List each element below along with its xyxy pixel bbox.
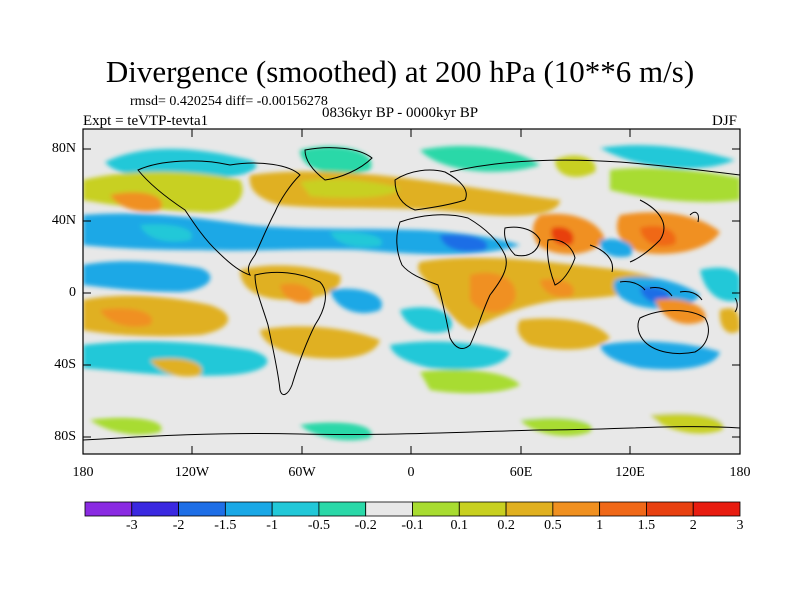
colorbar-swatch [318,501,367,517]
coastlines [83,147,740,441]
colorbar-swatch [505,501,554,517]
colorbar-label: 0.2 [497,518,515,533]
lon-tick-label: 60W [288,465,316,480]
season-label: DJF [712,113,738,129]
colorbar-swatch [458,501,507,517]
colorbar-label: -0.2 [354,518,377,533]
lon-tick-label: 120W [174,465,210,480]
period-label: 0836kyr BP - 0000kyr BP [322,105,479,121]
colorbar-label: 2 [689,518,697,533]
colorbar-label: -0.5 [307,518,330,533]
lon-tick-label: 60E [509,465,533,480]
colorbar-swatch [412,501,460,517]
field-layer [83,145,740,441]
colorbar-swatch [271,501,320,517]
colorbar-label: 1 [596,518,604,533]
colorbar-swatch [646,501,694,517]
colorbar-label: -0.1 [401,518,424,533]
colorbar-label: -2 [172,518,185,533]
colorbar-label: -1.5 [214,518,237,533]
colorbar-label: 0.1 [450,518,469,533]
lat-tick-label: 80N [51,141,76,156]
colorbar-swatch [552,501,601,517]
colorbar-label: 0.5 [544,518,562,533]
lat-tick-label: 40S [54,357,76,372]
lat-tick-label: 40N [51,213,76,228]
stats-label: rmsd= 0.420254 diff= -0.00156278 [130,94,328,109]
lat-tick-label: 0 [69,285,76,300]
colorbar-swatch [224,501,273,517]
colorbar-label: -3 [125,518,138,533]
colorbar-label: 3 [736,518,744,533]
lon-tick-label: 180 [72,465,94,480]
colorbar-swatch [131,501,179,517]
lat-tick-label: 80S [54,429,76,444]
colorbar-swatch [692,501,741,517]
colorbar-label: -1 [266,518,278,533]
colorbar-swatch [84,501,133,517]
axis-ticks [83,129,740,454]
colorbar-swatch [365,501,413,517]
map-title: Divergence (smoothed) at 200 hPa (10**6 … [105,54,695,89]
colorbar-swatch [178,501,226,517]
lon-tick-label: 0 [407,465,415,480]
colorbar-label: 1.5 [637,518,656,533]
lon-tick-label: 120E [615,465,645,480]
lon-tick-label: 180 [729,465,751,480]
colorbar [84,501,741,517]
experiment-label: Expt = teVTP-tevta1 [83,113,209,129]
colorbar-swatch [599,501,647,517]
